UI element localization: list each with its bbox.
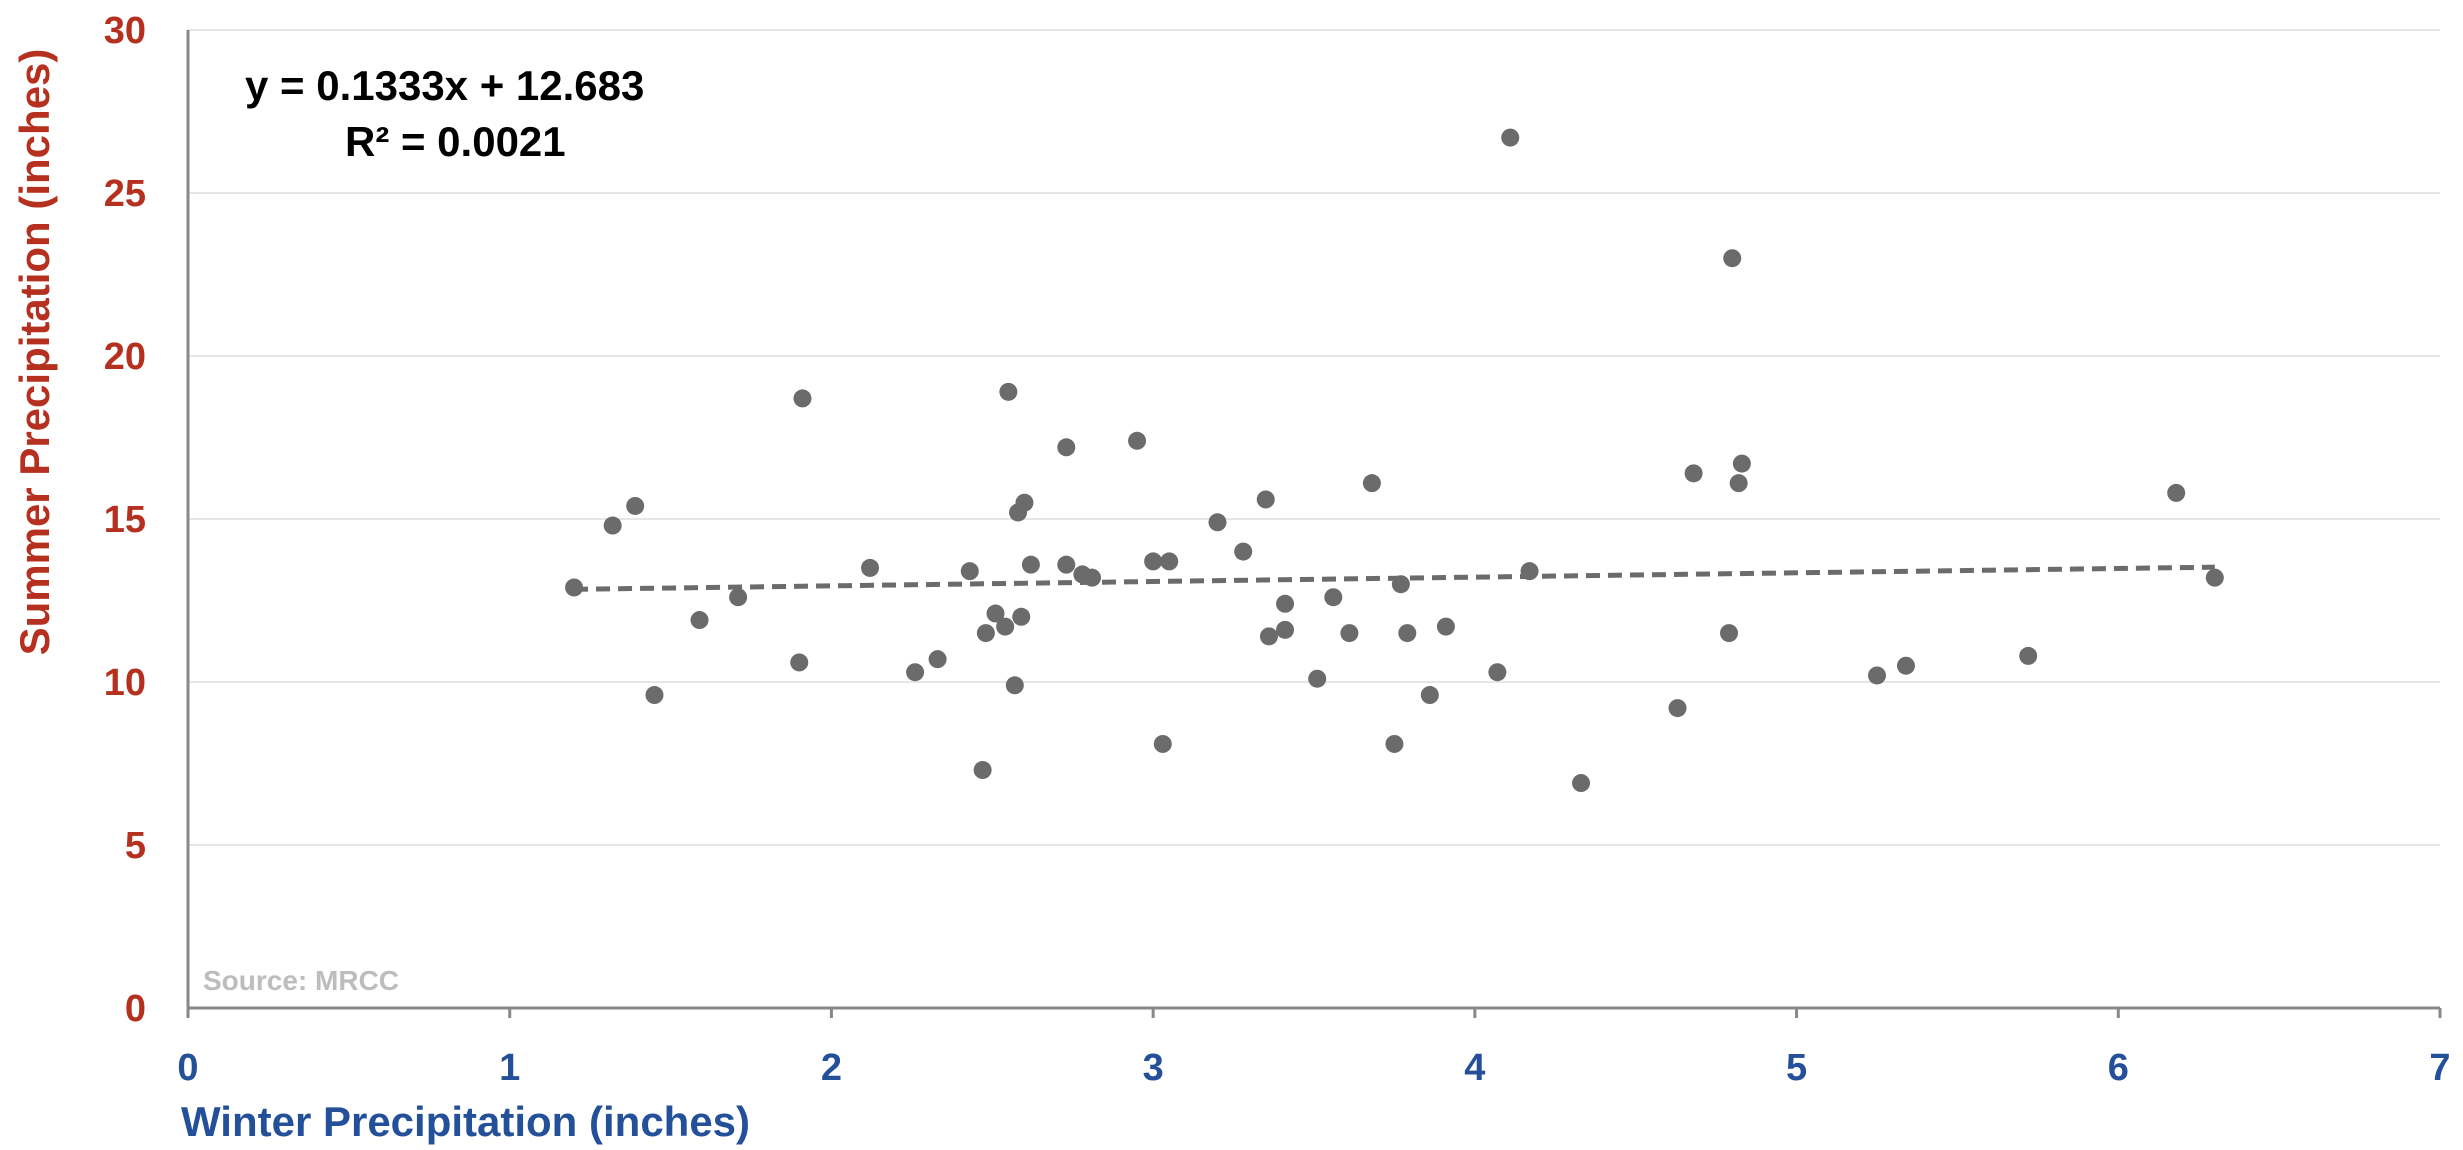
- y-tick-labels: 0 5 10 15 20 25 30: [104, 10, 146, 1030]
- axes: [186, 30, 2442, 1018]
- x-tick-label: 5: [1786, 1047, 1807, 1089]
- data-point: [1083, 568, 1102, 587]
- data-point: [1057, 555, 1076, 574]
- data-point: [1276, 594, 1295, 613]
- data-point: [603, 516, 622, 535]
- x-axis-label: Winter Precipitation (inches): [181, 1098, 750, 1145]
- y-tick-label: 0: [125, 988, 146, 1030]
- data-point: [1021, 555, 1040, 574]
- data-point: [1436, 617, 1455, 636]
- data-point: [973, 761, 992, 780]
- data-point: [2205, 568, 2224, 587]
- data-point: [1385, 734, 1404, 753]
- data-point: [1572, 774, 1591, 793]
- y-tick-label: 30: [104, 10, 146, 52]
- data-point: [626, 496, 645, 515]
- data-point: [976, 624, 995, 643]
- data-point: [1057, 438, 1076, 457]
- data-point: [996, 617, 1015, 636]
- data-point: [790, 653, 809, 672]
- data-point: [1308, 669, 1327, 688]
- data-point: [861, 558, 880, 577]
- data-point: [1144, 552, 1163, 571]
- y-tick-label: 20: [104, 336, 146, 378]
- data-point: [906, 663, 925, 682]
- data-point: [1208, 513, 1227, 532]
- x-tick-label: 7: [2429, 1047, 2450, 1089]
- data-point: [1340, 624, 1359, 643]
- data-point: [1520, 562, 1539, 581]
- x-tick-label: 1: [499, 1047, 520, 1089]
- data-point: [1153, 734, 1172, 753]
- y-tick-label: 5: [125, 825, 146, 867]
- y-tick-label: 10: [104, 662, 146, 704]
- data-point: [1005, 676, 1024, 695]
- x-tick-label: 3: [1143, 1047, 1164, 1089]
- x-tick-label: 6: [2108, 1047, 2129, 1089]
- x-tick-label: 4: [1464, 1047, 1485, 1089]
- data-point: [1324, 588, 1343, 607]
- data-point: [1398, 624, 1417, 643]
- data-point: [1732, 454, 1751, 473]
- data-point: [1684, 464, 1703, 483]
- data-point: [1868, 666, 1886, 685]
- data-point: [1256, 490, 1275, 509]
- x-tick-label: 2: [821, 1047, 842, 1089]
- data-point: [1362, 474, 1381, 493]
- gridlines: [188, 29, 2440, 846]
- data-points: [565, 128, 2224, 793]
- x-tick-labels: 0 1 2 3 4 5 6 7: [177, 1047, 2450, 1089]
- trendline-equation: y = 0.1333x + 12.683: [245, 62, 644, 109]
- data-point: [690, 611, 709, 630]
- data-point: [1488, 663, 1507, 682]
- data-point: [1234, 542, 1253, 561]
- data-point: [999, 382, 1018, 401]
- data-point: [960, 562, 979, 581]
- data-point: [1729, 474, 1748, 493]
- data-point: [1668, 699, 1687, 718]
- data-point: [729, 588, 748, 607]
- y-tick-label: 25: [104, 173, 146, 215]
- data-point: [793, 389, 812, 408]
- data-point: [1720, 624, 1739, 643]
- data-point: [2019, 646, 2038, 665]
- y-tick-label: 15: [104, 499, 146, 541]
- data-point: [1896, 656, 1915, 675]
- data-point: [1012, 607, 1031, 626]
- data-point: [1276, 620, 1295, 639]
- data-point: [1128, 431, 1147, 450]
- data-point: [1259, 627, 1278, 646]
- data-point: [1015, 493, 1034, 512]
- data-point: [1391, 575, 1410, 594]
- data-point: [1160, 552, 1179, 571]
- data-point: [1501, 128, 1520, 147]
- data-point: [645, 686, 664, 705]
- x-tick-label: 0: [177, 1047, 198, 1089]
- y-axis-label: Summer Precipitation (inches): [11, 49, 58, 656]
- data-point: [2167, 483, 2186, 502]
- data-point: [565, 578, 584, 597]
- data-point: [1723, 249, 1742, 268]
- r-squared-label: R² = 0.0021: [345, 118, 566, 165]
- data-point: [928, 650, 947, 669]
- data-point: [1420, 686, 1439, 705]
- data-point: [986, 604, 1005, 623]
- source-label: Source: MRCC: [203, 965, 399, 996]
